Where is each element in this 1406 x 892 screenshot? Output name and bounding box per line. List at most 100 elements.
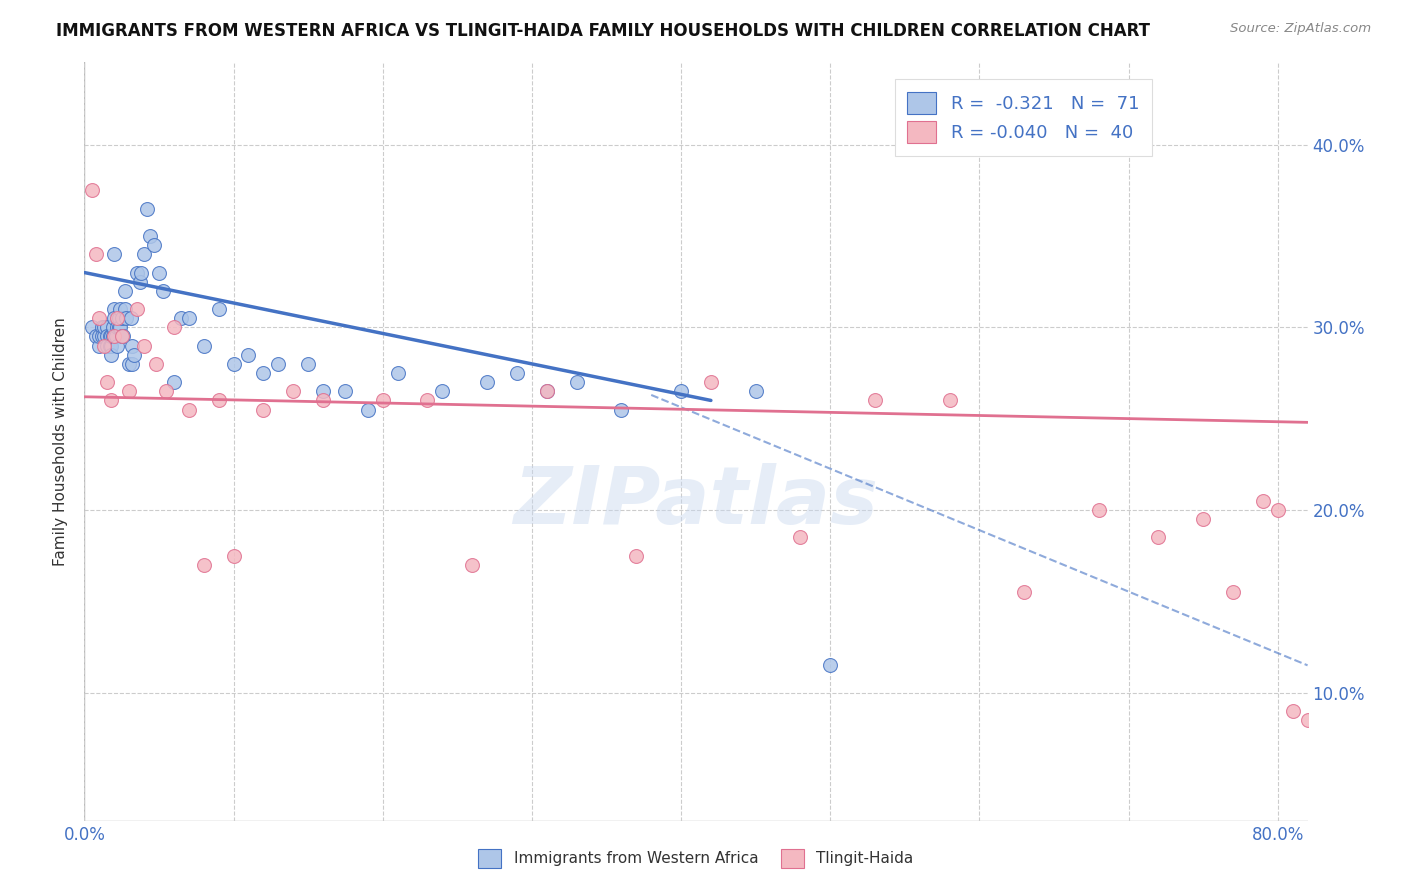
Point — [100, 329, 122, 343]
Point — [283, 384, 305, 399]
Point — [111, 329, 134, 343]
Point — [700, 375, 723, 389]
Text: ZIPatlas: ZIPatlas — [513, 463, 879, 541]
Point — [111, 329, 134, 343]
Point — [1012, 585, 1035, 599]
Point — [121, 338, 143, 352]
Point — [1222, 585, 1244, 599]
Point — [129, 266, 152, 280]
Point — [108, 320, 131, 334]
Point — [93, 329, 115, 343]
Point — [100, 338, 122, 352]
Point — [432, 384, 454, 399]
Point — [789, 531, 811, 545]
Point — [143, 238, 166, 252]
Point — [100, 348, 122, 362]
Point — [335, 384, 357, 399]
Point — [177, 402, 200, 417]
Point — [132, 338, 155, 352]
Point — [93, 320, 115, 334]
Point — [89, 329, 111, 343]
Point — [145, 357, 167, 371]
Text: IMMIGRANTS FROM WESTERN AFRICA VS TLINGIT-HAIDA FAMILY HOUSEHOLDS WITH CHILDREN : IMMIGRANTS FROM WESTERN AFRICA VS TLINGI… — [56, 22, 1150, 40]
Point — [387, 366, 409, 380]
Point — [297, 357, 319, 371]
Point — [121, 357, 143, 371]
Point — [98, 329, 121, 343]
Point — [132, 247, 155, 261]
Y-axis label: Family Households with Children: Family Households with Children — [53, 318, 69, 566]
Point — [105, 320, 128, 334]
Point — [818, 658, 841, 673]
Point — [96, 329, 118, 343]
Point — [193, 558, 215, 572]
Point — [118, 357, 141, 371]
Point — [1267, 503, 1289, 517]
Point — [101, 320, 124, 334]
Point — [193, 338, 215, 352]
Point — [267, 357, 290, 371]
Point — [416, 393, 439, 408]
Point — [177, 311, 200, 326]
Point — [80, 183, 103, 197]
Point — [163, 375, 186, 389]
Point — [252, 402, 274, 417]
Point — [252, 366, 274, 380]
Point — [84, 329, 107, 343]
Point — [96, 375, 118, 389]
Point — [148, 266, 170, 280]
Point — [120, 311, 142, 326]
Point — [536, 384, 558, 399]
Point — [863, 393, 886, 408]
Point — [115, 311, 138, 326]
Point — [152, 284, 174, 298]
Point — [475, 375, 498, 389]
Point — [103, 247, 125, 261]
Point — [111, 311, 134, 326]
Point — [125, 302, 148, 317]
Point — [80, 320, 103, 334]
Point — [105, 311, 128, 326]
Point — [744, 384, 766, 399]
Point — [461, 558, 484, 572]
Point — [108, 302, 131, 317]
Point — [107, 320, 129, 334]
Point — [222, 549, 245, 563]
Point — [114, 284, 136, 298]
Point — [938, 393, 960, 408]
Point — [96, 338, 118, 352]
Point — [103, 329, 125, 343]
Point — [101, 329, 124, 343]
Point — [207, 302, 229, 317]
Point — [100, 393, 122, 408]
Point — [91, 329, 114, 343]
Point — [170, 311, 193, 326]
Point — [207, 393, 229, 408]
Point — [89, 338, 111, 352]
Point — [98, 338, 121, 352]
Point — [565, 375, 588, 389]
Point — [222, 357, 245, 371]
Point — [105, 338, 128, 352]
Point — [1296, 713, 1319, 727]
Point — [103, 311, 125, 326]
Point — [1281, 704, 1303, 718]
Point — [125, 266, 148, 280]
Point — [1087, 503, 1109, 517]
Point — [1147, 531, 1170, 545]
Point — [122, 348, 145, 362]
Point — [238, 348, 260, 362]
Point — [669, 384, 692, 399]
Point — [96, 320, 118, 334]
Point — [155, 384, 177, 399]
Point — [506, 366, 529, 380]
Point — [357, 402, 380, 417]
Point — [1251, 494, 1274, 508]
Legend: Immigrants from Western Africa, Tlingit-Haida: Immigrants from Western Africa, Tlingit-… — [472, 843, 920, 873]
Point — [626, 549, 648, 563]
Point — [371, 393, 394, 408]
Point — [312, 384, 335, 399]
Point — [103, 302, 125, 317]
Point — [93, 338, 115, 352]
Point — [107, 311, 129, 326]
